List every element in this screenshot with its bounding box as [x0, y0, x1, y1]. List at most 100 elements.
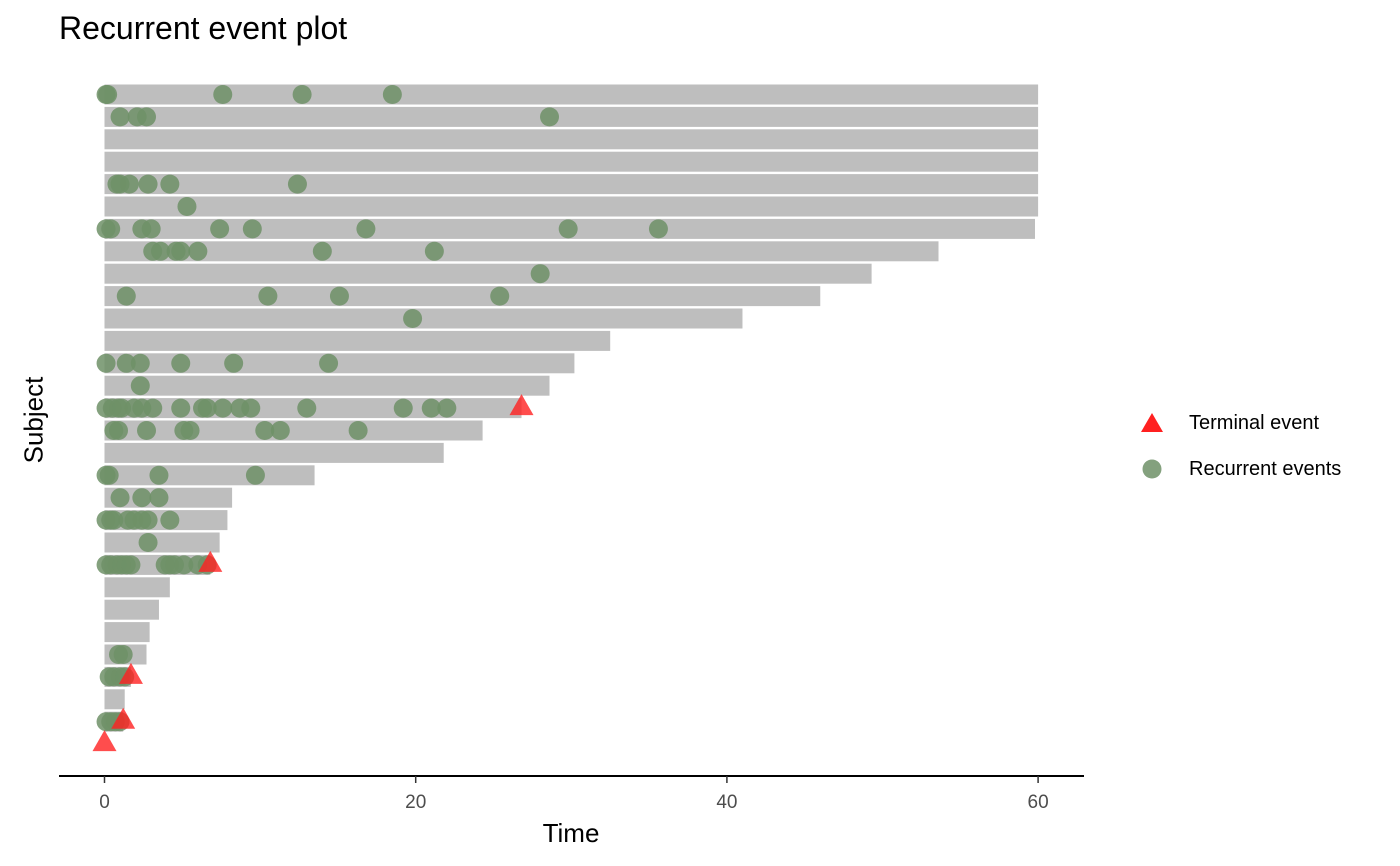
recurrent-event-point — [224, 353, 244, 373]
legend-item-recurrent: Recurrent events — [1130, 446, 1341, 492]
follow-up-bar — [104, 599, 159, 620]
recurrent-event-point — [530, 264, 550, 284]
recurrent-event-point — [121, 555, 141, 575]
recurrent-event-point — [113, 645, 133, 664]
recurrent-event-point — [348, 421, 368, 440]
follow-up-bar — [104, 532, 220, 553]
follow-up-bar — [104, 106, 1039, 127]
recurrent-event-point — [110, 488, 130, 508]
recurrent-event-point — [382, 85, 402, 104]
legend-item-terminal: Terminal event — [1130, 400, 1341, 446]
recurrent-event-point — [101, 219, 121, 239]
recurrent-event-point — [188, 241, 208, 261]
recurrent-event-point — [138, 533, 158, 552]
recurrent-event-point — [96, 353, 116, 373]
follow-up-bar — [104, 622, 150, 643]
recurrent-event-point — [258, 286, 278, 306]
recurrent-event-point — [109, 421, 129, 440]
x-tick-label: 60 — [1028, 792, 1049, 813]
x-tick-label: 20 — [405, 792, 426, 813]
recurrent-event-point — [141, 219, 161, 239]
follow-up-bar — [104, 286, 821, 307]
recurrent-event-point — [138, 510, 158, 530]
follow-up-bar — [104, 330, 611, 351]
recurrent-event-point — [403, 309, 423, 328]
recurrent-event-point — [160, 174, 180, 194]
terminal-event-point — [118, 662, 143, 684]
terminal-event-point — [92, 730, 117, 752]
x-axis: 0 20 40 60 — [59, 775, 1084, 813]
follow-up-bar — [104, 442, 444, 463]
x-tick-label: 0 — [99, 792, 110, 813]
recurrent-event-point — [171, 241, 191, 261]
follow-up-bar — [104, 196, 1039, 217]
recurrent-event-point — [177, 197, 197, 216]
recurrent-event-point — [437, 398, 457, 418]
terminal-event-point — [198, 550, 223, 572]
follow-up-bar — [104, 151, 1039, 172]
recurrent-event-point — [119, 174, 139, 194]
bars-layer — [104, 84, 1039, 732]
follow-up-bar — [104, 174, 1039, 195]
recurrent-event-point — [99, 465, 119, 485]
follow-up-bar — [104, 263, 872, 284]
triangle-icon — [1130, 405, 1174, 441]
recurrent-event-point — [292, 85, 312, 104]
recurrent-event-point — [130, 353, 150, 373]
recurrent-event-point — [132, 488, 152, 508]
follow-up-bar — [104, 241, 939, 262]
legend-label-terminal: Terminal event — [1189, 411, 1320, 434]
recurrent-event-point — [558, 219, 578, 239]
recurrent-event-point — [297, 398, 317, 418]
circle-icon — [1130, 451, 1174, 487]
recurrent-event-point — [110, 107, 130, 127]
follow-up-bar — [104, 353, 575, 374]
legend-label-recurrent: Recurrent events — [1189, 457, 1342, 480]
recurrent-event-point — [255, 421, 275, 440]
x-axis-label: Time — [542, 818, 600, 848]
recurrent-event-point — [149, 488, 169, 508]
recurrent-event-point — [149, 465, 169, 485]
recurrent-event-point — [104, 510, 124, 530]
recurrent-event-point — [160, 510, 180, 530]
recurrent-event-point — [130, 376, 150, 396]
recurrent-event-point — [490, 286, 510, 306]
recurrent-event-point — [213, 85, 233, 104]
recurrent-event-point — [98, 85, 118, 104]
recurrent-event-point — [171, 398, 191, 418]
recurrent-event-point — [171, 353, 191, 373]
recurrent-event-point — [116, 353, 136, 373]
terminal-event-point — [111, 707, 136, 729]
recurrent-event-point — [143, 398, 163, 418]
recurrent-event-point — [138, 174, 158, 194]
recurrent-event-point — [213, 398, 233, 418]
recurrent-event-point — [393, 398, 413, 418]
follow-up-bar — [104, 308, 743, 329]
x-tick-label: 40 — [716, 792, 737, 813]
recurrent-event-point — [137, 107, 157, 127]
follow-up-bar — [104, 689, 125, 710]
recurrent-event-point — [174, 555, 194, 575]
recurrent-event-point — [312, 241, 332, 261]
recurrent-event-point — [197, 398, 217, 418]
follow-up-bar — [104, 84, 1039, 105]
points-layer — [92, 85, 668, 752]
recurrent-event-point — [137, 421, 157, 440]
recurrent-event-point — [329, 286, 349, 306]
recurrent-event-point — [116, 286, 136, 306]
recurrent-event-point — [648, 219, 668, 239]
follow-up-bar — [104, 465, 315, 486]
recurrent-event-point — [242, 219, 262, 239]
recurrent-event-point — [270, 421, 290, 440]
y-axis-label: Subject — [18, 376, 49, 464]
recurrent-event-point — [424, 241, 444, 261]
follow-up-bar — [104, 129, 1039, 150]
recurrent-event-point — [356, 219, 376, 239]
chart-title: Recurrent event plot — [59, 10, 348, 46]
terminal-event-point — [509, 394, 534, 416]
recurrent-event-point — [245, 465, 265, 485]
recurrent-event-point — [210, 219, 230, 239]
recurrent-event-point — [319, 353, 339, 373]
recurrent-event-point — [287, 174, 307, 194]
